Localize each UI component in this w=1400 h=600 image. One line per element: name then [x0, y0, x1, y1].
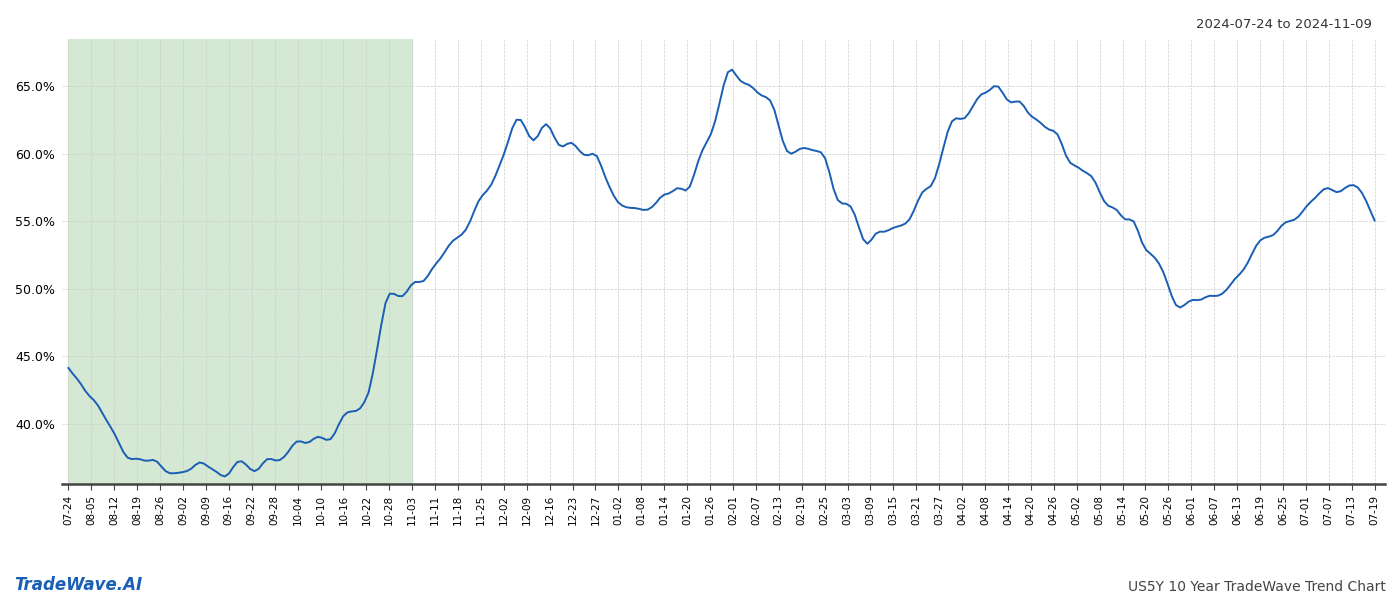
Text: TradeWave.AI: TradeWave.AI	[14, 576, 143, 594]
Text: US5Y 10 Year TradeWave Trend Chart: US5Y 10 Year TradeWave Trend Chart	[1128, 580, 1386, 594]
Text: 2024-07-24 to 2024-11-09: 2024-07-24 to 2024-11-09	[1196, 18, 1372, 31]
Bar	[69, 39, 412, 484]
